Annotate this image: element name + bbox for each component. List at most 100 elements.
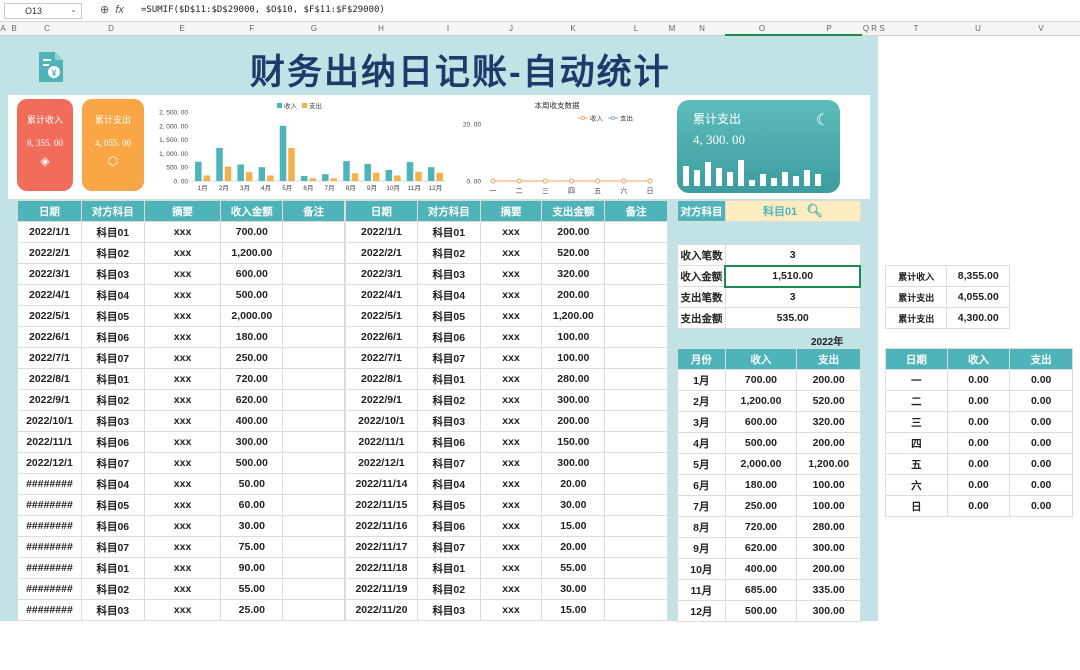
table-cell[interactable]: 科目07 — [80, 347, 145, 369]
table-cell[interactable]: xxx — [143, 410, 222, 432]
table-cell[interactable]: xxx — [479, 263, 543, 285]
table-cell[interactable]: 2022/11/18 — [345, 557, 418, 579]
table-cell[interactable]: 720.00 — [724, 516, 798, 538]
table-cell[interactable]: 15.00 — [541, 515, 606, 537]
table-cell[interactable]: 科目03 — [80, 263, 145, 285]
table-cell[interactable]: 0.00 — [1009, 495, 1073, 517]
table-cell[interactable] — [604, 473, 668, 495]
table-cell[interactable]: 2022/3/1 — [17, 263, 82, 285]
table-cell[interactable]: 0.00 — [1009, 390, 1073, 412]
column-letter[interactable]: V — [1038, 24, 1044, 33]
table-cell[interactable]: 科目04 — [80, 284, 145, 306]
table-cell[interactable]: 0.00 — [1009, 432, 1073, 454]
table-cell[interactable]: 科目05 — [80, 305, 145, 327]
table-cell[interactable]: 2022/2/1 — [17, 242, 82, 264]
table-cell[interactable]: 30.00 — [541, 494, 606, 516]
table-cell[interactable]: 1月 — [677, 369, 726, 391]
column-letter[interactable]: K — [570, 24, 576, 33]
table-cell[interactable]: 180.00 — [220, 326, 284, 348]
table-cell[interactable]: xxx — [479, 347, 543, 369]
table-cell[interactable]: 600.00 — [220, 263, 284, 285]
table-cell[interactable]: xxx — [143, 578, 222, 600]
table-cell[interactable]: xxx — [143, 452, 222, 474]
table-cell[interactable]: xxx — [479, 305, 543, 327]
table-cell[interactable]: xxx — [143, 305, 222, 327]
lookup-cell[interactable]: 科目01 🔍︎ — [724, 200, 862, 222]
table-cell[interactable]: 2022/11/16 — [345, 515, 418, 537]
table-cell[interactable]: 科目06 — [80, 431, 145, 453]
table-cell[interactable]: xxx — [479, 536, 543, 558]
table-cell[interactable]: 400.00 — [724, 558, 798, 580]
table-cell[interactable]: 科目02 — [416, 578, 481, 600]
column-letter[interactable]: M — [668, 24, 676, 33]
table-cell[interactable] — [604, 263, 668, 285]
table-cell[interactable]: 520.00 — [541, 242, 606, 264]
table-cell[interactable]: xxx — [143, 242, 222, 264]
table-cell[interactable]: 200.00 — [541, 410, 606, 432]
column-letter[interactable]: Q — [862, 24, 870, 33]
table-cell[interactable] — [282, 326, 345, 348]
table-cell[interactable]: 1,200.00 — [796, 453, 861, 475]
table-cell[interactable]: xxx — [479, 515, 543, 537]
table-cell[interactable] — [604, 368, 668, 390]
table-cell[interactable]: 250.00 — [724, 495, 798, 517]
table-cell[interactable]: xxx — [143, 494, 222, 516]
table-cell[interactable]: 科目04 — [416, 473, 481, 495]
table-cell[interactable]: xxx — [143, 347, 222, 369]
table-cell[interactable]: ######## — [17, 494, 82, 516]
table-cell[interactable] — [282, 242, 345, 264]
table-cell[interactable]: xxx — [143, 599, 222, 621]
table-cell[interactable]: 2022/11/20 — [345, 599, 418, 621]
table-cell[interactable]: xxx — [143, 368, 222, 390]
table-cell[interactable]: 六 — [885, 474, 948, 496]
table-cell[interactable]: 0.00 — [946, 411, 1011, 433]
column-letter[interactable]: O — [758, 24, 766, 33]
table-cell[interactable]: xxx — [143, 536, 222, 558]
table-cell[interactable] — [604, 578, 668, 600]
table-cell[interactable]: 12月 — [677, 600, 726, 622]
table-cell[interactable] — [282, 305, 345, 327]
table-cell[interactable]: xxx — [479, 368, 543, 390]
chevron-down-icon[interactable]: ⌄ — [70, 5, 77, 14]
table-cell[interactable]: ######## — [17, 473, 82, 495]
table-cell[interactable]: 320.00 — [796, 411, 861, 433]
table-cell[interactable]: 10月 — [677, 558, 726, 580]
table-cell[interactable]: 2022/5/1 — [17, 305, 82, 327]
table-cell[interactable]: 科目01 — [416, 368, 481, 390]
table-cell[interactable]: 0.00 — [946, 369, 1011, 391]
table-cell[interactable]: 60.00 — [220, 494, 284, 516]
table-cell[interactable]: 2022/4/1 — [345, 284, 418, 306]
table-cell[interactable]: 科目05 — [416, 494, 481, 516]
table-cell[interactable]: 科目06 — [416, 515, 481, 537]
table-cell[interactable]: 500.00 — [724, 600, 798, 622]
table-cell[interactable]: 2022/10/1 — [345, 410, 418, 432]
table-cell[interactable]: 2022/11/15 — [345, 494, 418, 516]
table-cell[interactable]: 500.00 — [724, 432, 798, 454]
table-cell[interactable]: 2022/3/1 — [345, 263, 418, 285]
table-cell[interactable]: 2022/5/1 — [345, 305, 418, 327]
table-cell[interactable]: 科目06 — [416, 326, 481, 348]
table-cell[interactable]: 7月 — [677, 495, 726, 517]
table-cell[interactable]: 250.00 — [220, 347, 284, 369]
table-cell[interactable]: 三 — [885, 411, 948, 433]
table-cell[interactable]: 科目03 — [416, 263, 481, 285]
table-cell[interactable]: 2,000.00 — [220, 305, 284, 327]
table-cell[interactable]: 600.00 — [724, 411, 798, 433]
table-cell[interactable]: xxx — [143, 515, 222, 537]
table-cell[interactable]: xxx — [143, 326, 222, 348]
table-cell[interactable]: 520.00 — [796, 390, 861, 412]
table-cell[interactable]: 科目06 — [416, 431, 481, 453]
table-cell[interactable]: 1,200.00 — [220, 242, 284, 264]
table-cell[interactable]: 6月 — [677, 474, 726, 496]
table-cell[interactable]: xxx — [479, 389, 543, 411]
table-cell[interactable]: 700.00 — [724, 369, 798, 391]
table-cell[interactable]: xxx — [479, 221, 543, 243]
stats-value[interactable]: 3 — [724, 244, 861, 266]
table-cell[interactable]: 科目07 — [416, 452, 481, 474]
totals-value[interactable]: 4,300.00 — [946, 307, 1010, 329]
table-cell[interactable]: 150.00 — [541, 431, 606, 453]
table-cell[interactable]: 科目01 — [80, 221, 145, 243]
table-cell[interactable] — [604, 389, 668, 411]
table-cell[interactable] — [282, 473, 345, 495]
table-cell[interactable]: 0.00 — [946, 432, 1011, 454]
